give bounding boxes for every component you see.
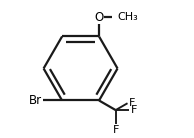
Text: F: F <box>129 98 136 108</box>
Text: O: O <box>94 11 104 24</box>
Text: Br: Br <box>29 94 42 107</box>
Text: CH₃: CH₃ <box>118 12 138 22</box>
Text: F: F <box>113 125 119 135</box>
Text: F: F <box>131 105 137 115</box>
